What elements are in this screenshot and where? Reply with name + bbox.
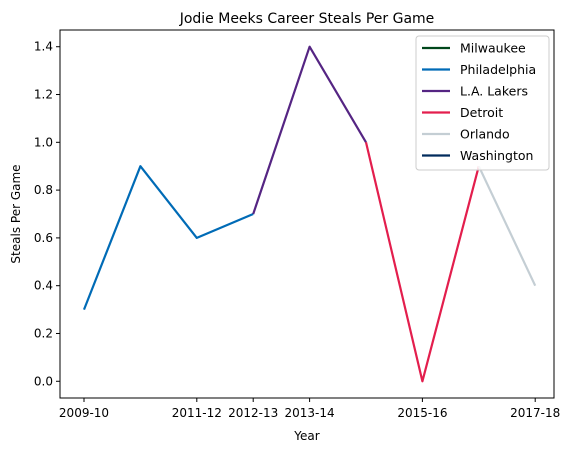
y-tick-label: 0.0 <box>34 374 53 388</box>
legend-entry-label: Detroit <box>460 105 503 120</box>
x-tick-label: 2012-13 <box>228 406 278 420</box>
y-tick-label: 0.6 <box>34 231 53 245</box>
legend-entry-label: Milwaukee <box>460 41 526 56</box>
legend-entry-label: Orlando <box>460 127 510 142</box>
y-axis: 0.0 0.2 0.4 0.6 0.8 1.0 1.2 1.4 <box>34 40 60 388</box>
series-layer <box>82 45 537 383</box>
series-line-1 <box>82 165 254 311</box>
y-tick-label: 0.8 <box>34 183 53 197</box>
y-tick-label: 1.4 <box>34 40 53 54</box>
chart-title: Jodie Meeks Career Steals Per Game <box>179 11 435 27</box>
y-tick-label: 0.4 <box>34 279 53 293</box>
x-axis-label: Year <box>293 429 319 443</box>
legend-entry-label: L.A. Lakers <box>460 84 528 99</box>
y-tick-label: 0.2 <box>34 326 53 340</box>
series-line-3 <box>364 142 480 383</box>
x-tick-label: 2011-12 <box>172 406 222 420</box>
x-tick-label: 2009-10 <box>59 406 109 420</box>
x-axis: 2009-10 2011-12 2012-13 2013-14 2015-16 2017-… <box>59 398 560 420</box>
x-tick-label: 2013-14 <box>285 406 335 420</box>
series-line-4 <box>477 165 537 287</box>
x-tick-label: 2015-16 <box>397 406 447 420</box>
x-tick-label: 2017-18 <box>510 406 560 420</box>
series-line-2 <box>252 45 367 215</box>
legend: Milwaukee Philadelphia L.A. Lakers Detroit O… <box>415 35 550 171</box>
legend-entry-label: Washington <box>460 148 533 163</box>
y-tick-label: 1.0 <box>34 135 53 149</box>
y-tick-label: 1.2 <box>34 88 53 102</box>
legend-entry-label: Philadelphia <box>460 62 536 77</box>
y-axis-label: Steals Per Game <box>9 164 23 263</box>
plot-area-frame <box>59 29 555 399</box>
